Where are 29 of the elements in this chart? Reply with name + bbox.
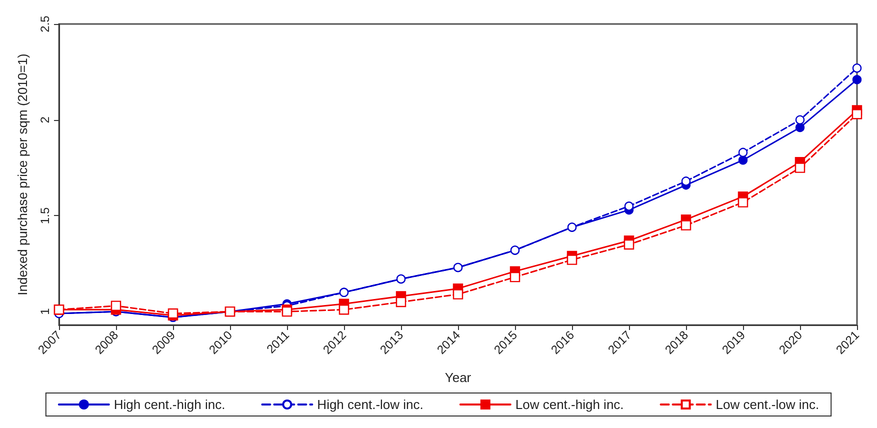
y-tick-label: 1.5: [38, 207, 52, 224]
point: [794, 162, 806, 173]
point: [681, 176, 691, 186]
point: [738, 197, 748, 208]
point: [338, 304, 350, 315]
point: [795, 122, 805, 132]
point: [510, 272, 520, 282]
y-tick-label: 1: [38, 308, 52, 315]
y-axis-title: Indexed purchase price per sqm (2010=1): [15, 54, 30, 296]
point: [110, 300, 122, 311]
y-tick-label: 2: [38, 116, 52, 124]
point: [852, 75, 862, 84]
point: [566, 254, 578, 265]
legend-label: High cent.-high inc.: [114, 397, 226, 412]
legend-label: High cent.-low inc.: [317, 397, 424, 412]
legend-label: Low cent.-high inc.: [515, 397, 624, 412]
legend-label: Low cent.-low inc.: [716, 397, 820, 412]
y-tick-label: 2.5: [38, 15, 52, 32]
point: [624, 239, 634, 250]
point: [624, 202, 634, 211]
point: [795, 115, 805, 124]
point: [852, 109, 862, 120]
point: [396, 296, 406, 308]
x-axis-title: Year: [444, 370, 472, 385]
point: [738, 156, 748, 165]
point: [852, 63, 862, 73]
point: [680, 220, 692, 230]
point: [452, 289, 464, 300]
point: [738, 148, 748, 158]
